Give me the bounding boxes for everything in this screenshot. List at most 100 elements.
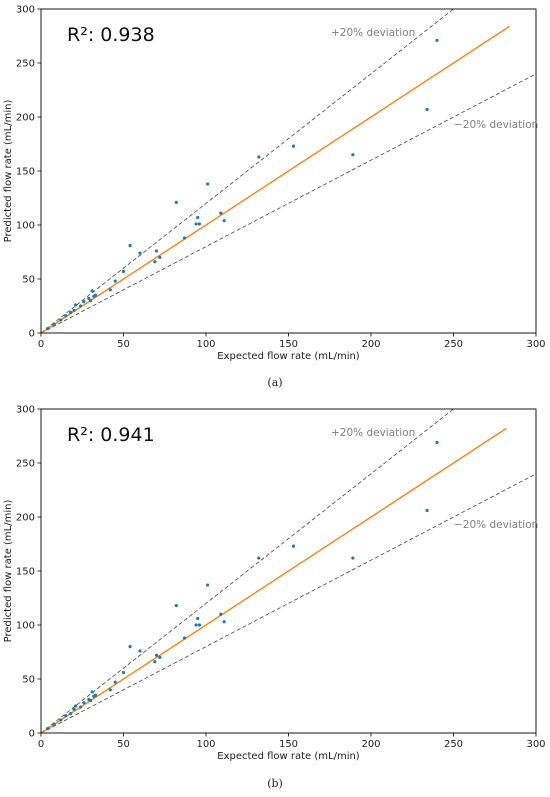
data-point <box>138 251 142 255</box>
data-point <box>59 318 63 322</box>
x-tick-label: 150 <box>279 739 298 750</box>
x-tick-label: 50 <box>117 339 130 350</box>
y-axis-label: Predicted flow rate (mL/min) <box>3 100 14 243</box>
y-tick-label: 150 <box>16 567 35 578</box>
data-point <box>46 727 50 731</box>
x-tick-label: 300 <box>526 739 545 750</box>
data-point <box>113 680 117 684</box>
data-point <box>88 299 93 303</box>
data-point <box>194 623 198 627</box>
data-point <box>182 636 187 640</box>
y-tick-label: 0 <box>29 729 35 740</box>
data-point <box>435 440 439 445</box>
data-point <box>82 701 86 705</box>
data-point <box>219 211 223 215</box>
data-point <box>174 200 178 204</box>
data-point <box>257 556 261 560</box>
data-point <box>69 711 73 716</box>
data-point <box>90 289 94 293</box>
data-point <box>90 690 94 694</box>
data-point <box>74 303 78 307</box>
data-point <box>219 612 223 616</box>
lower-deviation-line <box>41 73 536 333</box>
data-point <box>351 556 355 560</box>
x-tick-label: 50 <box>117 739 130 750</box>
data-point <box>79 705 83 709</box>
upper-deviation-line <box>41 409 455 733</box>
data-point <box>82 300 86 304</box>
upper-deviation-label: +20% deviation <box>331 27 415 39</box>
data-point <box>197 222 201 226</box>
x-axis-label: Expected flow rate (mL/min) <box>217 351 360 362</box>
data-point <box>222 620 226 624</box>
data-point <box>113 279 117 283</box>
y-tick-label: 150 <box>16 167 35 178</box>
x-tick-label: 300 <box>526 339 545 350</box>
x-tick-label: 0 <box>38 339 44 350</box>
data-point <box>154 249 159 253</box>
data-point <box>93 693 98 697</box>
data-point <box>69 310 73 315</box>
data-point <box>257 155 261 159</box>
fit-line <box>41 427 507 733</box>
data-point <box>351 153 355 157</box>
data-point <box>196 616 200 621</box>
data-point <box>128 645 132 649</box>
data-point <box>128 243 132 248</box>
y-tick-label: 300 <box>16 5 35 16</box>
y-axis-label: Predicted flow rate (mL/min) <box>3 500 14 643</box>
y-tick-label: 200 <box>16 513 35 524</box>
chart-b: 0 50 100 150 200 250 300 0 50 100 150 200 250 300 Expe… <box>3 405 546 791</box>
data-point <box>46 327 50 331</box>
data-point <box>425 107 429 112</box>
data-point <box>291 544 296 548</box>
x-tick-label: 100 <box>196 739 215 750</box>
data-point <box>153 660 157 664</box>
data-point <box>88 699 93 703</box>
y-tick-label: 100 <box>16 221 35 232</box>
data-point <box>158 255 162 259</box>
x-tick-label: 0 <box>38 739 44 750</box>
data-point <box>87 296 91 301</box>
upper-deviation-line <box>41 9 455 333</box>
lower-deviation-line <box>41 473 536 733</box>
x-tick-label: 100 <box>196 339 215 350</box>
data-point <box>138 649 142 653</box>
data-point <box>108 688 112 692</box>
data-point <box>435 38 439 42</box>
data-point <box>74 704 78 708</box>
data-point <box>59 718 63 722</box>
data-point <box>121 670 126 675</box>
data-point <box>64 714 68 718</box>
x-tick-label: 250 <box>444 739 463 750</box>
x-tick-label: 250 <box>444 339 463 350</box>
y-tick-label: 200 <box>16 113 35 124</box>
data-point <box>108 288 112 292</box>
data-point <box>222 219 226 223</box>
y-tick-label: 0 <box>29 329 35 340</box>
data-point <box>72 308 76 312</box>
data-point <box>425 508 429 513</box>
x-tick-label: 200 <box>361 739 380 750</box>
data-point <box>154 653 159 657</box>
lower-deviation-label: −20% deviation <box>454 119 538 131</box>
data-point <box>206 583 210 587</box>
figure-caption: (b) <box>267 777 283 790</box>
y-tick-label: 100 <box>16 621 35 632</box>
data-point <box>182 236 187 240</box>
data-point <box>158 655 162 660</box>
y-tick-label: 50 <box>22 275 35 286</box>
data-point <box>194 222 198 226</box>
chart-a: 0 50 100 150 200 250 300 0 50 100 150 200 250 300 Expe… <box>3 5 546 390</box>
upper-deviation-label: +20% deviation <box>331 427 415 439</box>
x-axis-label: Expected flow rate (mL/min) <box>217 751 360 762</box>
fit-line <box>41 25 510 333</box>
data-point <box>121 269 126 274</box>
x-tick-label: 150 <box>279 339 298 350</box>
y-tick-label: 50 <box>22 675 35 686</box>
figure-caption: (a) <box>267 376 282 389</box>
data-point <box>291 144 296 148</box>
r2-label: R²: 0.941 <box>67 424 155 446</box>
data-point <box>93 293 98 297</box>
lower-deviation-label: −20% deviation <box>454 519 538 531</box>
